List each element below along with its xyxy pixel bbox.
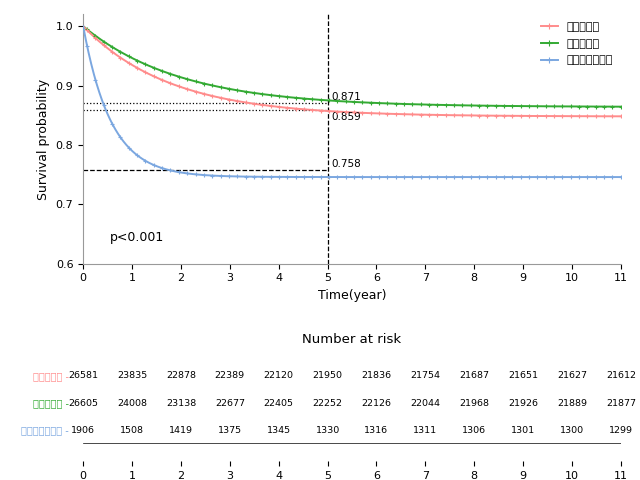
Text: 26605: 26605 [68, 399, 98, 408]
Text: 23835: 23835 [117, 372, 147, 380]
Text: 21968: 21968 [459, 399, 489, 408]
Text: 1300: 1300 [560, 426, 584, 435]
Text: 21950: 21950 [312, 372, 342, 380]
Text: 21612: 21612 [606, 372, 636, 380]
Text: 21926: 21926 [508, 399, 538, 408]
Text: 21877: 21877 [606, 399, 636, 408]
Text: 22405: 22405 [264, 399, 294, 408]
Text: 1299: 1299 [609, 426, 633, 435]
Text: 1306: 1306 [462, 426, 486, 435]
Text: 22252: 22252 [312, 399, 342, 408]
Text: 21627: 21627 [557, 372, 587, 380]
Text: 1311: 1311 [413, 426, 437, 435]
Text: 1330: 1330 [316, 426, 340, 435]
Text: 22044: 22044 [410, 399, 440, 408]
Text: 22878: 22878 [166, 372, 196, 380]
Text: p<0.001: p<0.001 [110, 231, 164, 244]
Text: 21687: 21687 [459, 372, 489, 380]
Text: 21754: 21754 [410, 372, 440, 380]
Text: 1508: 1508 [120, 426, 144, 435]
Text: 직장가입자 -: 직장가입자 - [33, 398, 68, 408]
Text: 1906: 1906 [71, 426, 95, 435]
Text: 21651: 21651 [508, 372, 538, 380]
Legend: 지역가입자, 직장가입자, 의료급여가입자: 지역가입자, 직장가입자, 의료급여가입자 [539, 20, 615, 68]
Text: 1345: 1345 [267, 426, 291, 435]
Text: 26581: 26581 [68, 372, 98, 380]
Text: 22120: 22120 [264, 372, 294, 380]
Text: 22126: 22126 [362, 399, 392, 408]
Text: 0.859: 0.859 [332, 112, 361, 122]
Text: 1375: 1375 [218, 426, 242, 435]
Y-axis label: Survival probability: Survival probability [37, 79, 50, 200]
Text: 21889: 21889 [557, 399, 587, 408]
Text: 22677: 22677 [215, 399, 245, 408]
Text: 22389: 22389 [215, 372, 245, 380]
Text: 1301: 1301 [511, 426, 535, 435]
Text: 지역가입자 -: 지역가입자 - [33, 371, 68, 381]
Text: 0.758: 0.758 [332, 159, 361, 169]
Text: 의료급여가입자 -: 의료급여가입자 - [20, 426, 68, 436]
Text: 23138: 23138 [166, 399, 196, 408]
Text: 1316: 1316 [364, 426, 388, 435]
Text: 24008: 24008 [117, 399, 147, 408]
Text: 0.871: 0.871 [332, 92, 361, 102]
X-axis label: Time(year): Time(year) [317, 289, 387, 302]
Text: 1419: 1419 [169, 426, 193, 435]
Text: 21836: 21836 [362, 372, 392, 380]
Text: Number at risk: Number at risk [303, 333, 401, 346]
